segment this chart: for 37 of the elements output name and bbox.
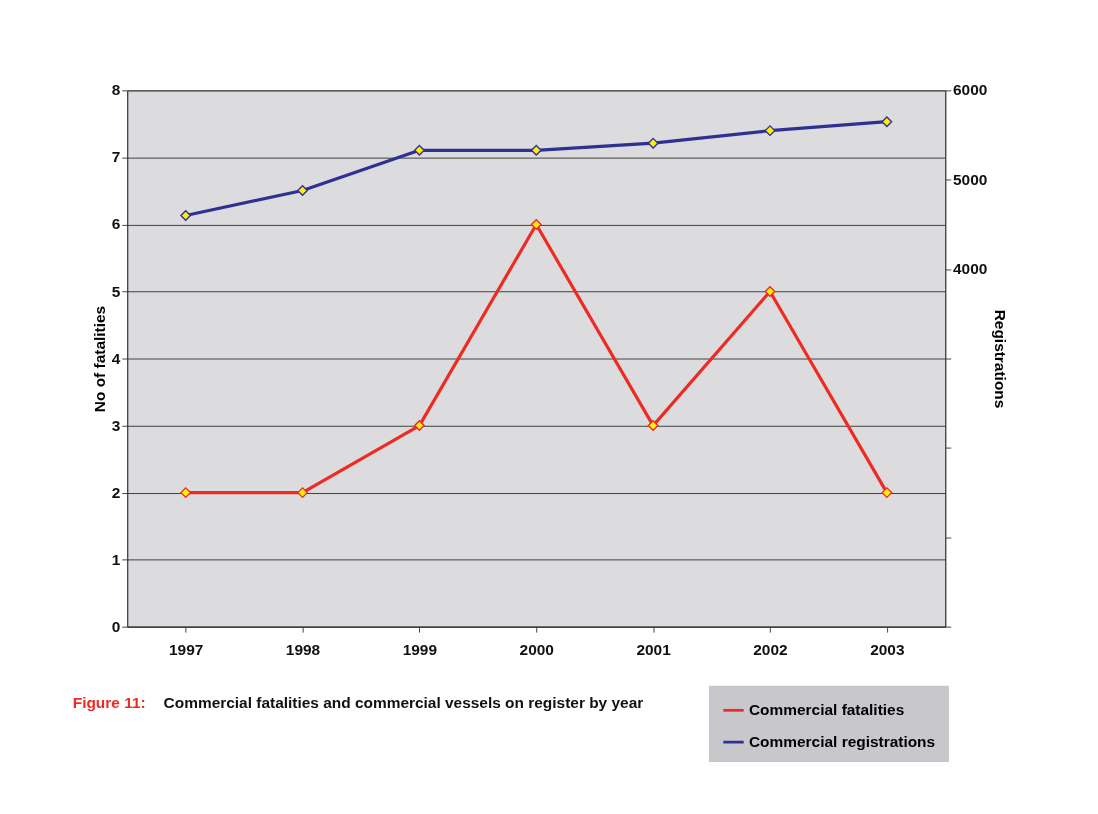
point <box>881 116 893 128</box>
y-tick-label: 7 <box>111 148 121 166</box>
caption: Figure 11: <box>72 694 146 712</box>
legend-label: Commercial registrations <box>748 732 936 750</box>
x-tick-label: 1997 <box>168 641 204 659</box>
x-tick-label: 2002 <box>753 641 788 659</box>
y-tick-label: 3 <box>111 416 121 434</box>
point <box>881 487 893 499</box>
x-tick-label: 1998 <box>285 641 321 659</box>
y-tick-label: 6 <box>111 215 121 233</box>
x-tick-label: 2001 <box>636 641 672 659</box>
point <box>413 144 425 156</box>
y-tick-label: 2 <box>111 483 121 501</box>
point <box>297 185 308 196</box>
point <box>180 210 192 221</box>
y-tick-label: 4 <box>111 349 121 367</box>
point <box>764 125 776 137</box>
y-tick-label: 0 <box>111 617 121 635</box>
point <box>297 487 308 499</box>
y-tick-label: 8 <box>111 81 121 99</box>
text: Commercial fatalities and commercial vessels on register by year <box>163 694 644 712</box>
legend-label: Commercial fatalities <box>748 700 905 718</box>
y-tick-label: 5 <box>111 282 121 300</box>
x-tick-label: 1999 <box>402 641 438 659</box>
point <box>530 219 542 230</box>
y2-tick-label: 4000 <box>953 260 988 278</box>
y-tick-label: 1 <box>111 550 121 568</box>
point <box>413 420 425 432</box>
y2-tick-label: 6000 <box>953 81 988 99</box>
point <box>764 286 776 297</box>
point <box>647 420 659 432</box>
y2-axis-title: Registrations <box>991 309 1009 409</box>
x-tick-label: 2003 <box>870 641 905 659</box>
point <box>647 137 659 149</box>
y-axis-title: No of fatalities <box>90 305 108 413</box>
x-tick-label: 2000 <box>519 641 554 659</box>
y2-tick-label: 5000 <box>953 170 988 188</box>
